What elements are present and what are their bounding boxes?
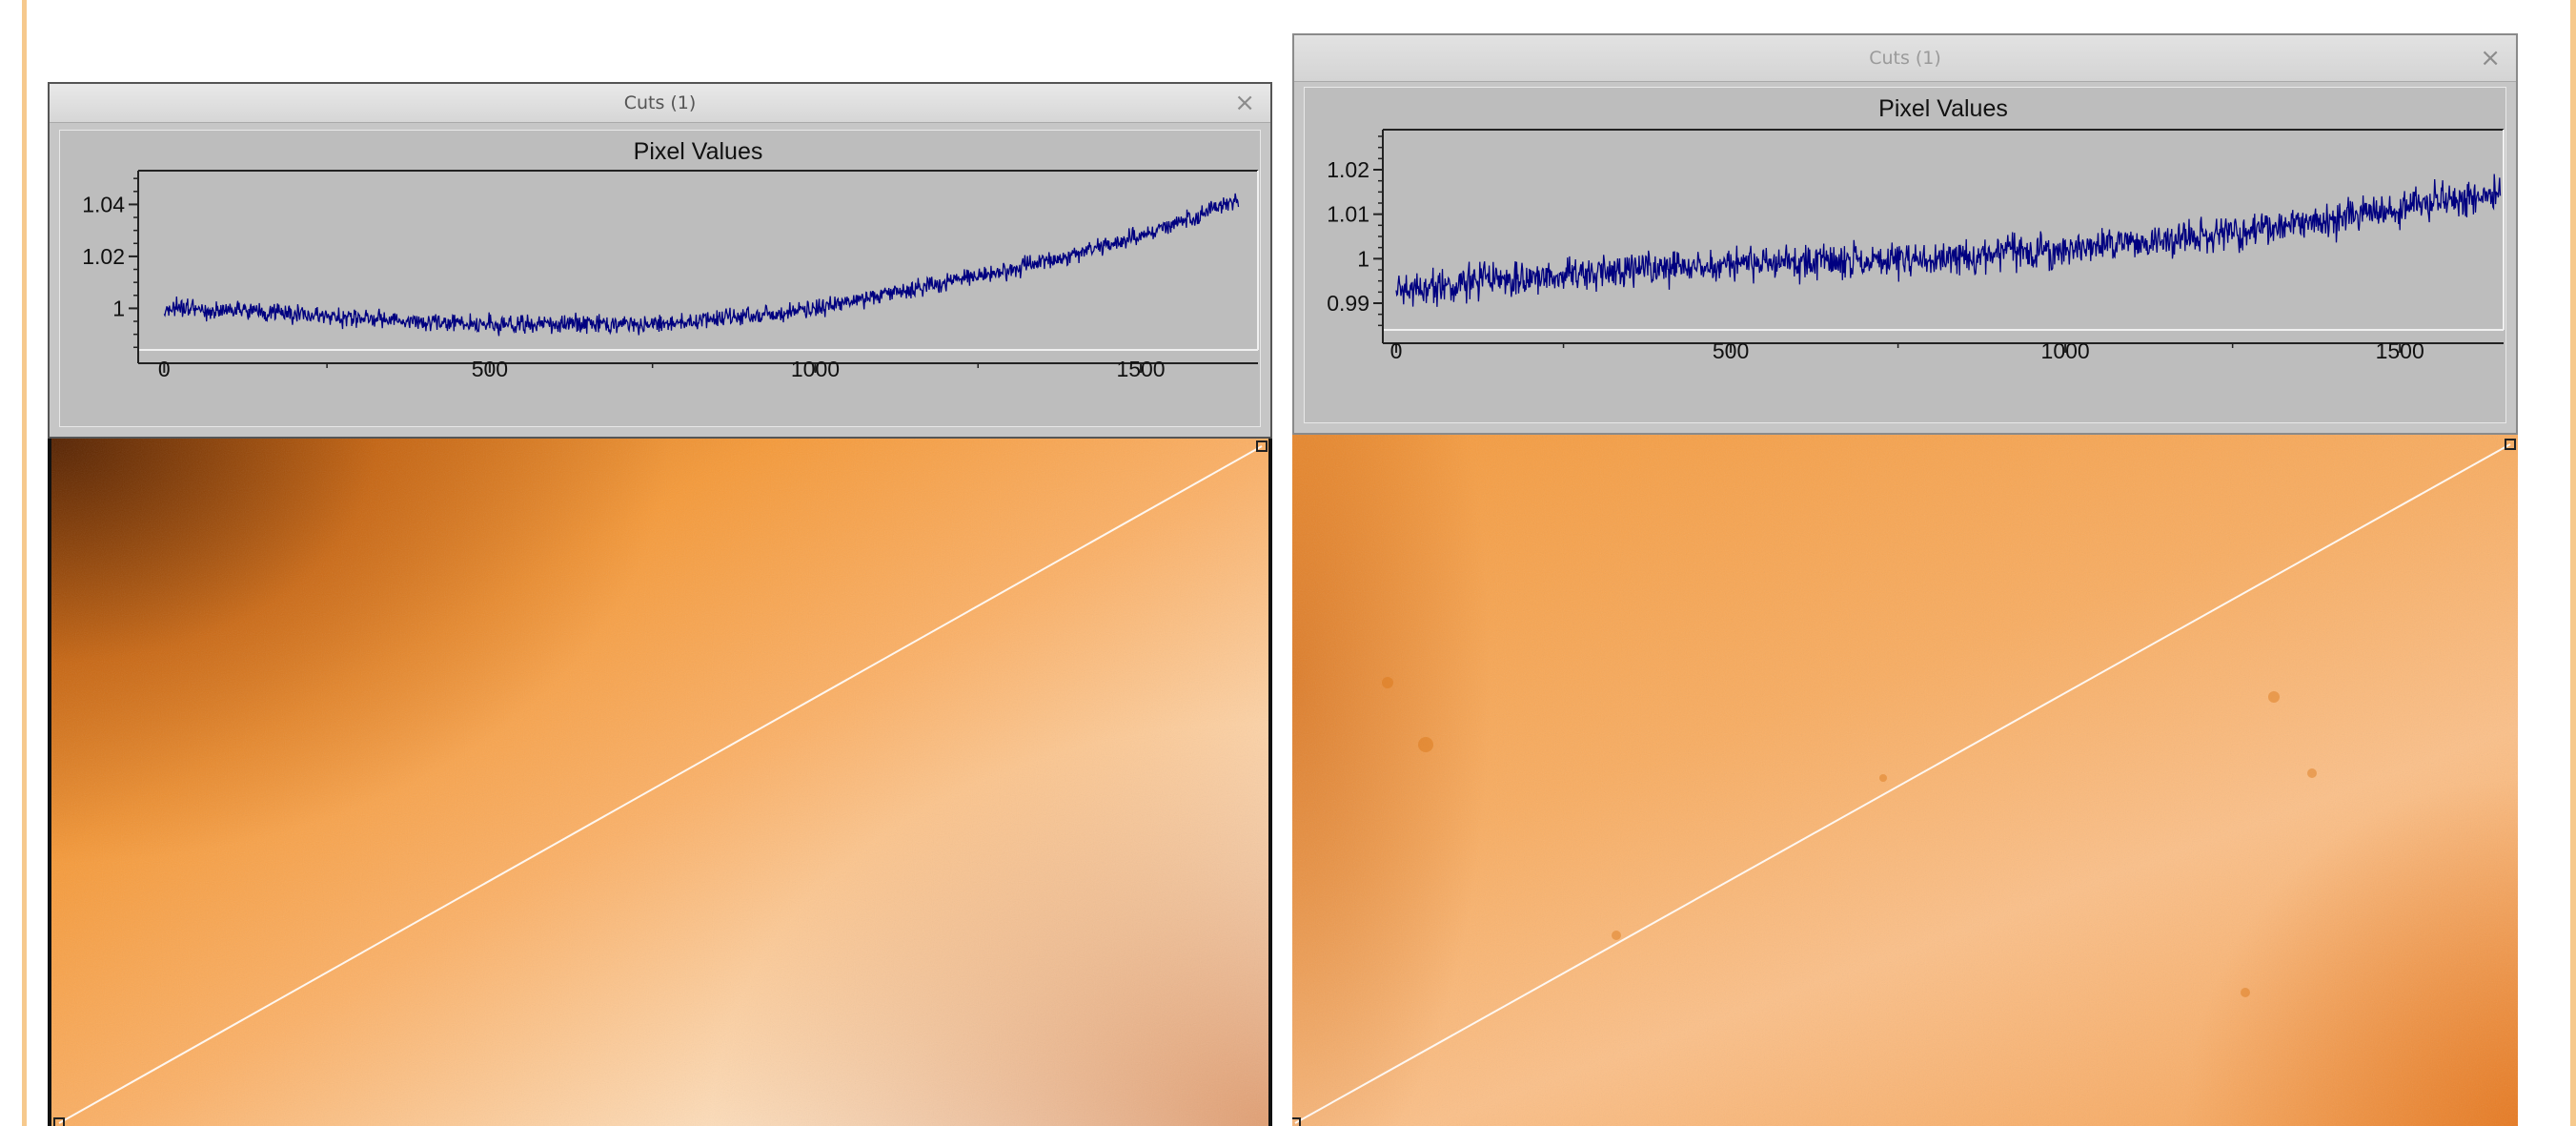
series-line bbox=[163, 193, 1240, 337]
image-blob bbox=[2307, 768, 2317, 778]
pixel-values-chart: Pixel Values 0.99 1 1.01 1.02 0 500 1000 1500 bbox=[1327, 95, 2505, 363]
cut-line[interactable] bbox=[1294, 443, 2511, 1124]
image-blob bbox=[1879, 774, 1887, 782]
y-tick-label: 0.99 bbox=[1327, 291, 1369, 316]
x-tick-label: 500 bbox=[472, 357, 508, 381]
slide-border-right bbox=[2570, 0, 2576, 1126]
x-tick-label: 1500 bbox=[1116, 357, 1165, 381]
x-tick-label: 0 bbox=[1390, 338, 1403, 363]
window-title: Cuts (1) bbox=[623, 92, 697, 113]
close-icon[interactable]: × bbox=[1234, 89, 1255, 117]
image-blob bbox=[1382, 677, 1393, 688]
cuts-window-right: Cuts (1) × Pixel Values 0.99 1 1.01 1.02 0 500… bbox=[1292, 33, 2518, 435]
y-tick-label: 1 bbox=[112, 296, 125, 320]
window-title: Cuts (1) bbox=[1869, 48, 1941, 69]
cuts-window-left: Cuts (1) × Pixel Values 1 1.02 1.04 0 500 1000… bbox=[48, 82, 1272, 439]
image-noise-texture bbox=[51, 439, 1268, 1126]
x-tick-label: 1000 bbox=[2041, 338, 2090, 363]
y-tick-label: 1.02 bbox=[1327, 157, 1369, 182]
image-viewer-right[interactable] bbox=[1292, 435, 2518, 1126]
image-viewer-left[interactable] bbox=[48, 439, 1272, 1126]
cut-handle-end[interactable] bbox=[1256, 440, 1268, 452]
series-line bbox=[1395, 174, 2502, 307]
x-tick-label: 1000 bbox=[791, 357, 840, 381]
cut-line[interactable] bbox=[58, 445, 1263, 1124]
cut-handle-start[interactable] bbox=[1292, 1117, 1301, 1126]
image-blob bbox=[1418, 737, 1433, 752]
y-tick-label: 1.01 bbox=[1327, 202, 1369, 227]
x-tick-label: 0 bbox=[158, 357, 171, 381]
close-icon[interactable]: × bbox=[2480, 44, 2501, 72]
pixel-values-chart: Pixel Values 1 1.02 1.04 0 500 1000 1500 bbox=[82, 138, 1259, 381]
cut-line-overlay bbox=[51, 439, 1268, 1126]
window-titlebar[interactable]: Cuts (1) × bbox=[1294, 35, 2516, 82]
cut-handle-end[interactable] bbox=[2505, 439, 2516, 450]
y-tick-label: 1.04 bbox=[82, 192, 125, 216]
pixel-values-plot: Pixel Values 0.99 1 1.01 1.02 0 500 1000 1500 bbox=[1304, 87, 2506, 423]
cut-line-overlay bbox=[1292, 435, 2518, 1126]
window-titlebar[interactable]: Cuts (1) × bbox=[50, 84, 1270, 123]
y-tick-label: 1.02 bbox=[82, 244, 125, 269]
x-tick-label: 1500 bbox=[2376, 338, 2424, 363]
image-blob bbox=[2268, 691, 2280, 703]
slide-border-left bbox=[22, 0, 27, 1126]
image-blob bbox=[2241, 988, 2250, 997]
pixel-values-plot: Pixel Values 1 1.02 1.04 0 500 1000 1500 bbox=[59, 130, 1261, 427]
y-tick-label: 1 bbox=[1357, 246, 1369, 271]
plot-title: Pixel Values bbox=[1878, 95, 2008, 122]
cut-handle-start[interactable] bbox=[53, 1117, 65, 1126]
x-tick-label: 500 bbox=[1713, 338, 1749, 363]
image-blob bbox=[1612, 931, 1621, 940]
plot-title: Pixel Values bbox=[634, 138, 763, 165]
